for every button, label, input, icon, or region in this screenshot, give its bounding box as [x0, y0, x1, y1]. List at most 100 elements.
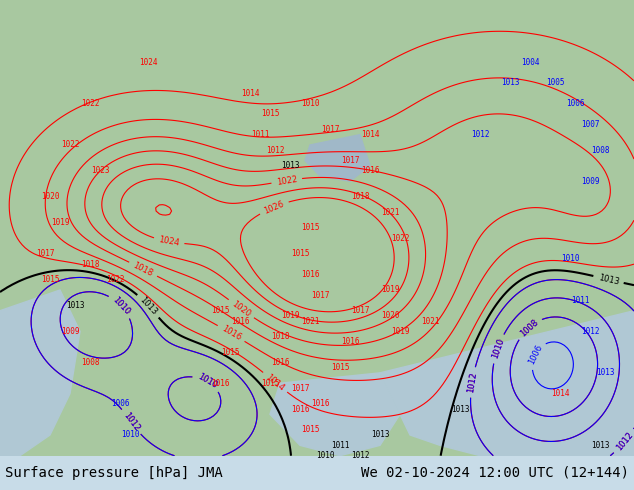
- Text: 1012: 1012: [614, 431, 634, 452]
- Text: 1006: 1006: [566, 99, 585, 108]
- Text: We 02-10-2024 12:00 UTC (12+144): We 02-10-2024 12:00 UTC (12+144): [361, 466, 629, 480]
- Text: 1010: 1010: [196, 372, 219, 391]
- Text: 1008: 1008: [518, 318, 540, 338]
- Text: 1016: 1016: [220, 324, 243, 343]
- Text: 1016: 1016: [231, 317, 249, 325]
- Text: 1015: 1015: [301, 425, 320, 434]
- Text: 1022: 1022: [81, 99, 100, 108]
- Text: 1021: 1021: [301, 317, 320, 325]
- Text: 1014: 1014: [264, 372, 286, 392]
- Text: 1012: 1012: [581, 327, 599, 336]
- Text: 1013: 1013: [451, 405, 469, 414]
- Text: 1024: 1024: [158, 235, 180, 248]
- Text: 1020: 1020: [230, 299, 252, 318]
- Text: 1013: 1013: [371, 431, 389, 440]
- Text: 1016: 1016: [340, 337, 359, 346]
- Text: 1012: 1012: [121, 411, 141, 433]
- Text: 1016: 1016: [301, 270, 320, 279]
- Text: 1021: 1021: [381, 208, 399, 217]
- Text: 1008: 1008: [518, 318, 540, 338]
- Text: 1019: 1019: [281, 311, 299, 320]
- Text: 1019: 1019: [381, 286, 399, 294]
- Text: 1015: 1015: [261, 109, 279, 119]
- Text: 1010: 1010: [110, 295, 131, 317]
- Text: 1012: 1012: [466, 371, 478, 393]
- Text: 1010: 1010: [316, 451, 334, 460]
- Text: 1008: 1008: [81, 358, 100, 367]
- Text: 1017: 1017: [321, 125, 339, 134]
- Text: 1010: 1010: [560, 254, 579, 264]
- Text: 1015: 1015: [331, 363, 349, 372]
- Text: 1016: 1016: [210, 379, 230, 388]
- Polygon shape: [270, 373, 400, 456]
- Polygon shape: [0, 290, 80, 456]
- Text: 1017: 1017: [351, 306, 369, 315]
- Text: 1023: 1023: [91, 167, 109, 175]
- Text: Surface pressure [hPa] JMA: Surface pressure [hPa] JMA: [5, 466, 223, 480]
- Text: 1022: 1022: [61, 141, 79, 149]
- Text: 1018: 1018: [351, 192, 369, 201]
- Text: 1015: 1015: [301, 223, 320, 232]
- Text: 1011: 1011: [331, 441, 349, 450]
- Text: 1013: 1013: [138, 295, 159, 317]
- Text: 1010: 1010: [301, 99, 320, 108]
- Text: 1013: 1013: [281, 161, 299, 170]
- Text: 1014: 1014: [241, 89, 259, 98]
- Text: 1012: 1012: [266, 146, 284, 155]
- Text: 1008: 1008: [591, 146, 609, 155]
- Text: 1021: 1021: [421, 317, 439, 325]
- Text: 1014: 1014: [551, 389, 569, 398]
- Text: 1016: 1016: [291, 405, 309, 414]
- Text: 1019: 1019: [51, 218, 69, 227]
- Text: 1024: 1024: [139, 58, 157, 67]
- Text: 1014: 1014: [361, 130, 379, 139]
- Polygon shape: [305, 135, 370, 181]
- Text: 1010: 1010: [120, 431, 139, 440]
- Text: 1012: 1012: [471, 130, 489, 139]
- Text: 1016: 1016: [311, 399, 329, 409]
- Text: 1011: 1011: [251, 130, 269, 139]
- Text: 1015: 1015: [291, 249, 309, 258]
- Text: 1022: 1022: [106, 275, 124, 284]
- Text: 1012: 1012: [466, 371, 478, 393]
- Polygon shape: [380, 311, 634, 456]
- Text: 1009: 1009: [581, 177, 599, 186]
- Text: 1016: 1016: [361, 167, 379, 175]
- Text: 1012: 1012: [614, 431, 634, 452]
- Text: 1013: 1013: [596, 368, 614, 377]
- Text: 1022: 1022: [391, 234, 410, 243]
- Text: 1012: 1012: [121, 411, 141, 433]
- Text: 1018: 1018: [132, 260, 155, 278]
- Text: 1009: 1009: [61, 327, 79, 336]
- Text: 1010: 1010: [490, 337, 505, 360]
- Text: 1013: 1013: [501, 78, 519, 87]
- Text: 1015: 1015: [41, 275, 59, 284]
- Text: 1013: 1013: [591, 441, 609, 450]
- Text: 1017: 1017: [36, 249, 55, 258]
- Text: 1006: 1006: [111, 399, 129, 409]
- Text: 1012: 1012: [351, 451, 369, 460]
- Text: 1020: 1020: [381, 311, 399, 320]
- Text: 1015: 1015: [221, 347, 239, 357]
- Text: 1017: 1017: [311, 291, 329, 300]
- Text: 1010: 1010: [196, 372, 219, 391]
- Text: 1018: 1018: [271, 332, 289, 341]
- Text: 1010: 1010: [110, 295, 131, 317]
- Text: 1006: 1006: [526, 343, 544, 366]
- Text: 1011: 1011: [571, 296, 589, 305]
- Text: 1004: 1004: [521, 58, 540, 67]
- Text: 1019: 1019: [391, 327, 410, 336]
- Text: 1010: 1010: [490, 337, 505, 360]
- Text: 1016: 1016: [271, 358, 289, 367]
- Text: 1005: 1005: [546, 78, 564, 87]
- Text: 1007: 1007: [581, 120, 599, 129]
- Text: 1013: 1013: [597, 273, 620, 286]
- Text: 1015: 1015: [210, 306, 230, 315]
- Polygon shape: [0, 0, 634, 456]
- Text: 1020: 1020: [41, 192, 59, 201]
- Text: 1013: 1013: [66, 301, 84, 310]
- Text: 1018: 1018: [81, 260, 100, 269]
- Text: 1017: 1017: [291, 384, 309, 393]
- Text: 1026: 1026: [262, 199, 285, 216]
- Text: 1017: 1017: [340, 156, 359, 165]
